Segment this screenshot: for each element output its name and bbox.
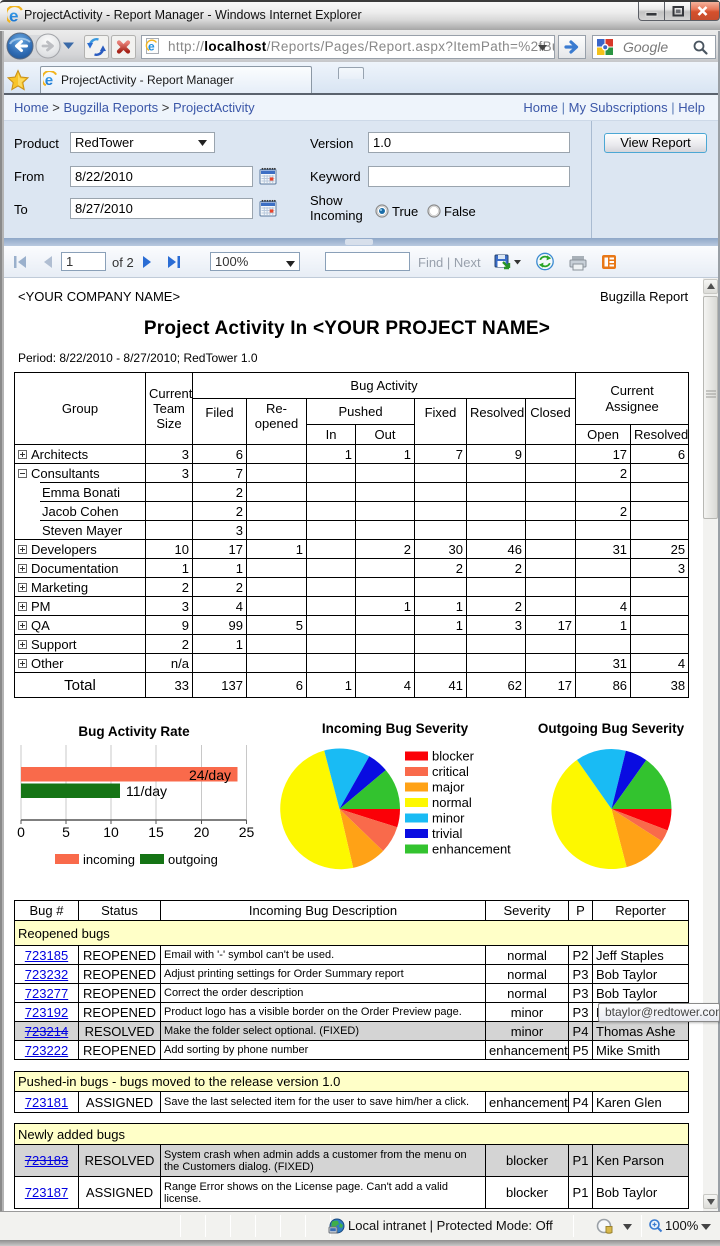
svg-text:outgoing: outgoing <box>168 852 218 867</box>
svg-text:e: e <box>148 40 155 54</box>
svg-text:e: e <box>45 72 53 88</box>
svg-text:e: e <box>9 7 18 26</box>
svg-text:15: 15 <box>148 824 164 840</box>
svg-text:Incoming Bug Severity: Incoming Bug Severity <box>322 721 469 736</box>
svg-text:critical: critical <box>432 764 469 779</box>
svg-text:enhancement: enhancement <box>432 842 511 857</box>
svg-text:normal: normal <box>432 795 472 810</box>
svg-text:5: 5 <box>62 824 70 840</box>
svg-text:25: 25 <box>239 824 255 840</box>
svg-text:incoming: incoming <box>83 852 135 867</box>
svg-text:major: major <box>432 780 465 795</box>
svg-text:blocker: blocker <box>432 749 475 764</box>
svg-text:Outgoing Bug Severity: Outgoing Bug Severity <box>538 721 685 736</box>
svg-text:Bug Activity Rate: Bug Activity Rate <box>78 724 190 739</box>
svg-text:trivial: trivial <box>432 826 462 841</box>
svg-text:10: 10 <box>103 824 119 840</box>
svg-text:0: 0 <box>17 824 25 840</box>
svg-text:24/day: 24/day <box>189 767 231 783</box>
svg-text:20: 20 <box>194 824 210 840</box>
svg-text:11/day: 11/day <box>126 783 167 799</box>
svg-text:minor: minor <box>432 811 465 826</box>
